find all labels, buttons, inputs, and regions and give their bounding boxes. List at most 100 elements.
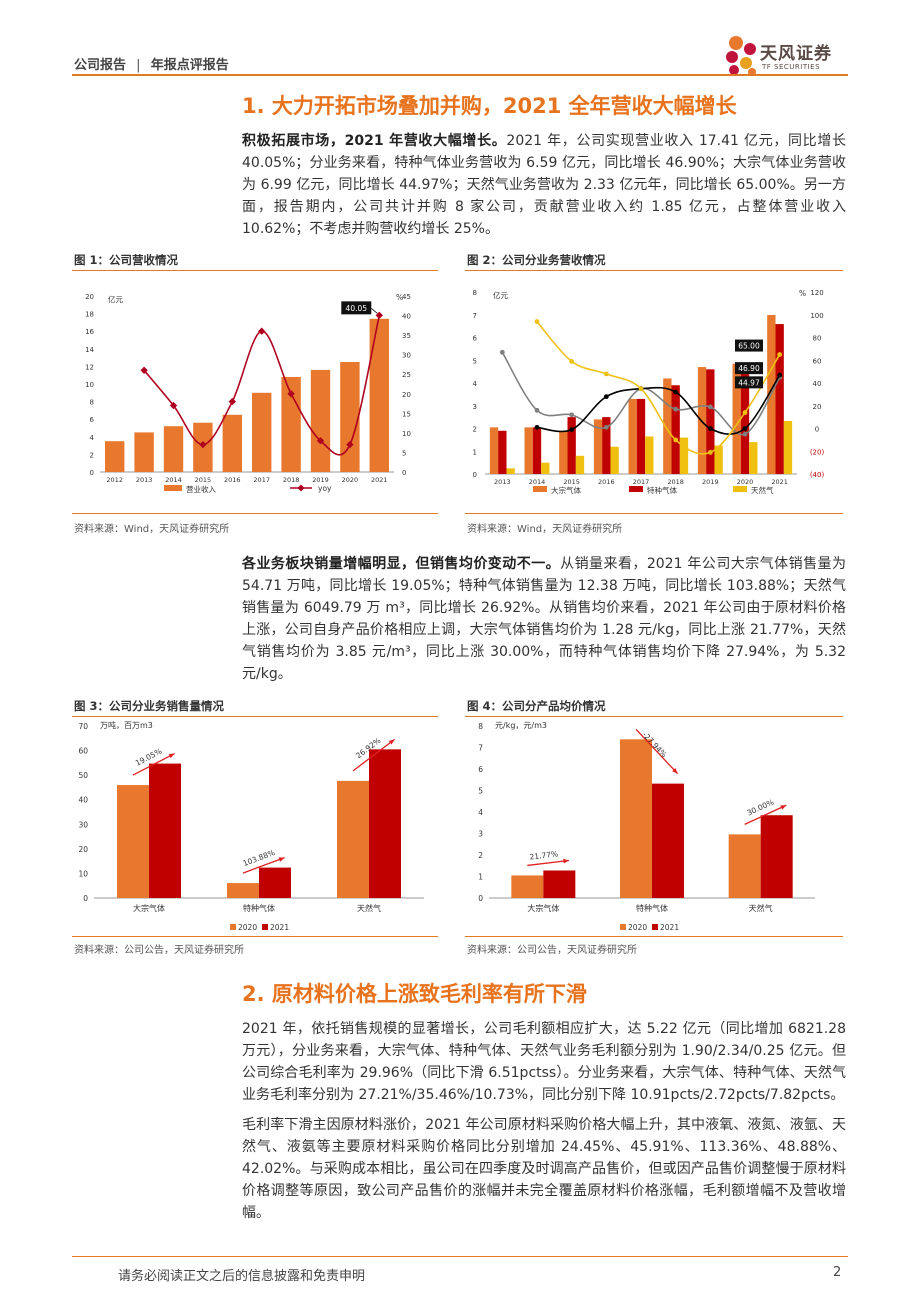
yoy-point-0: [707, 404, 713, 410]
x-tick-label: 2014: [529, 478, 546, 486]
bar-2021: [652, 783, 684, 898]
segment-bar-0: [663, 378, 672, 474]
report-type: 公司报告: [74, 58, 127, 73]
y-left-tick-label: 16: [85, 328, 94, 336]
legend-marker-yoy: [297, 484, 305, 492]
x-tick-label: 2015: [563, 478, 580, 486]
yoy-point-2: [673, 437, 679, 443]
figure-1-bottom-rule: [72, 513, 438, 514]
yoy-point-0: [534, 407, 540, 413]
legend-swatch-2020: [620, 924, 626, 930]
change-label: 21.77%: [529, 849, 558, 861]
yoy-point-1: [777, 372, 783, 378]
y-right-tick-label: 35: [402, 332, 411, 340]
bar-2021: [259, 867, 291, 898]
x-tick-label: 2012: [106, 476, 123, 484]
y-left-tick-label: 2: [473, 426, 477, 434]
figure-3-source: 资料来源：公司公告，天风证券研究所: [74, 945, 244, 956]
change-arrow-head: [563, 858, 569, 864]
segment-bar-2: [783, 420, 793, 474]
x-tick-label: 大宗气体: [527, 903, 559, 913]
legend-swatch-2: [733, 486, 747, 492]
y-right-tick-label: 25: [402, 371, 411, 379]
section-1-title: 1. 大力开拓市场叠加并购，2021 全年营收大幅增长: [242, 94, 737, 118]
y-left-tick-label: 12: [85, 363, 94, 371]
yoy-point: [199, 440, 207, 449]
y-right-tick-label: 40: [402, 313, 411, 321]
revenue-bar: [104, 441, 125, 472]
yoy-point-1: [707, 426, 713, 431]
change-arrow-head: [780, 805, 787, 810]
x-tick-label: 2016: [224, 476, 241, 484]
section-1-paragraph-2: 各业务板块销量增幅明显，但销售均价变动不一。从销量来看，2021 年公司大宗气体…: [242, 553, 846, 685]
y-left-tick-label: 18: [85, 311, 94, 319]
yoy-point-1: [534, 424, 540, 430]
segment-bar-1: [498, 430, 507, 474]
revenue-bar: [340, 362, 360, 472]
segment-bar-2: [714, 445, 723, 474]
annotation-box: [341, 301, 372, 315]
brand-logo: 天风证券 TF SECURITIES: [724, 33, 854, 79]
revenue-bar: [310, 369, 331, 472]
brand-name: 天风证券: [760, 44, 832, 64]
segment-bar-1: [740, 371, 750, 474]
y-tick-label: 4: [478, 808, 483, 817]
change-arrow-head: [388, 739, 395, 745]
x-tick-label: 2013: [494, 478, 511, 486]
legend-label-2020: 2020: [628, 923, 647, 932]
annotation-box: [735, 362, 763, 375]
y-left-tick-label: 10: [85, 381, 94, 389]
y-tick-label: 40: [78, 796, 88, 805]
change-arrow: [635, 728, 679, 775]
segment-bar-0: [593, 419, 603, 474]
bar-2020: [227, 883, 259, 898]
y-left-tick-label: 7: [473, 312, 477, 320]
figure-1-title: 图 1：公司营收情况: [74, 253, 179, 267]
y-right-unit-label: %: [799, 289, 806, 298]
x-tick-label: 2019: [312, 476, 329, 484]
report-subtype: 年报点评报告: [150, 58, 229, 73]
y-right-tick-label: 20: [813, 403, 822, 411]
section-2-title: 2. 原材料价格上涨致毛利率有所下滑: [242, 982, 587, 1006]
yoy-point-0: [569, 412, 575, 418]
legend-label-2021: 2021: [660, 923, 679, 932]
yoy-point-0: [603, 424, 609, 430]
change-arrow-head: [672, 767, 678, 774]
bar-2020: [728, 834, 761, 898]
y-tick-label: 3: [478, 830, 483, 839]
p2-lead: 各业务板块销量增幅明显，但销售均价变动不一。: [242, 556, 561, 572]
section-2-paragraph-2: 毛利率下滑主因原材料涨价，2021 年公司原材料采购价格大幅上升，其中液氧、液氮…: [242, 1117, 846, 1221]
bar-2021: [149, 763, 181, 898]
y-right-tick-label: (40): [810, 471, 825, 479]
y-tick-label: 60: [78, 747, 88, 756]
change-label: 30.00%: [746, 797, 776, 817]
yoy-point: [258, 327, 266, 335]
change-arrow: [352, 738, 395, 772]
x-tick-label: 2018: [283, 476, 300, 484]
y-right-tick-label: (20): [810, 448, 825, 456]
p1-lead: 积极拓展市场，2021 年营收大幅增长。: [242, 133, 507, 149]
footer-rule: [72, 1256, 848, 1257]
y-right-tick-label: 100: [810, 312, 823, 320]
change-arrow: [132, 752, 175, 776]
yoy-point-2: [742, 410, 748, 415]
yoy-point-0: [742, 431, 748, 437]
segment-bar-2: [506, 468, 515, 474]
yoy-point: [169, 401, 178, 410]
bar-2021: [369, 749, 401, 898]
y-tick-label: 7: [478, 744, 483, 753]
y-left-tick-label: 8: [90, 399, 94, 407]
change-label: 103.88%: [242, 848, 276, 868]
y-left-tick-label: 3: [473, 403, 477, 411]
section-2-paragraph-1: 2021 年，依托销售规模的显著增长，公司毛利额相应扩大，达 5.22 亿元（同…: [242, 1021, 846, 1103]
bar-2021: [543, 870, 576, 898]
y-tick-label: 50: [78, 771, 88, 780]
figure-1-top-rule: [72, 270, 438, 271]
legend-swatch-2021: [262, 924, 268, 930]
y-left-tick-label: 0: [473, 471, 477, 479]
segment-bar-1: [671, 385, 680, 474]
change-arrow-head: [278, 857, 285, 862]
y-right-tick-label: 40: [813, 380, 822, 388]
y-tick-label: 5: [478, 787, 483, 796]
legend-label-0: 大宗气体: [551, 485, 581, 495]
